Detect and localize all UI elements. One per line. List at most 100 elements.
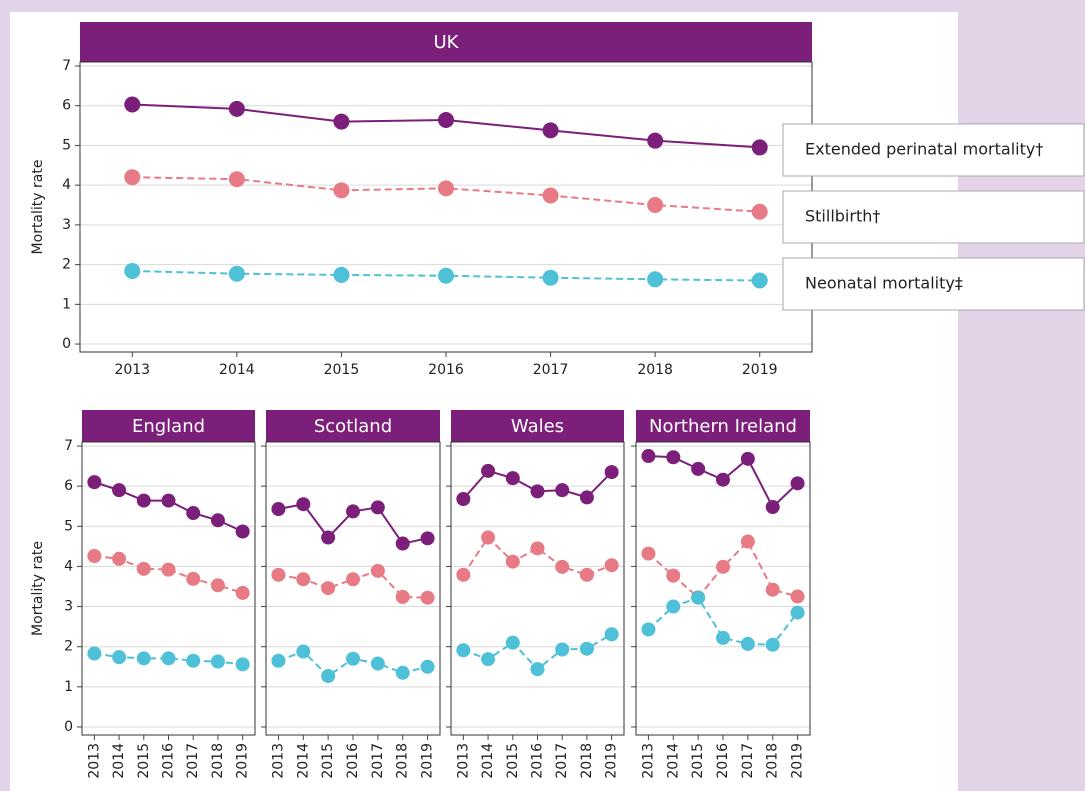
x-tick-label: 2017	[554, 743, 570, 779]
data-point	[346, 651, 360, 666]
data-point	[790, 476, 805, 491]
y-tick-label: 1	[64, 679, 73, 695]
legend-label: Stillbirth†	[805, 207, 880, 226]
data-point	[271, 567, 286, 582]
x-tick-label: 2014	[480, 743, 496, 779]
data-point	[542, 269, 559, 286]
panel-title: Wales	[511, 416, 564, 437]
panel-header	[80, 22, 812, 62]
data-point	[370, 656, 385, 671]
x-tick-label: 2019	[742, 362, 778, 378]
data-point	[112, 551, 127, 566]
data-point	[641, 622, 656, 637]
data-point	[666, 450, 681, 465]
data-point	[296, 572, 311, 587]
data-point	[666, 568, 681, 583]
data-point	[321, 668, 336, 683]
y-tick-label: 2	[62, 257, 71, 273]
data-point	[647, 271, 664, 288]
data-point	[505, 554, 520, 569]
data-point	[395, 589, 410, 604]
y-tick-label: 5	[64, 518, 73, 534]
data-point	[228, 265, 245, 282]
data-point	[438, 112, 454, 128]
x-tick-label: 2016	[161, 743, 177, 779]
x-tick-label: 2014	[219, 362, 255, 378]
data-point	[186, 653, 201, 668]
x-tick-label: 2018	[765, 743, 781, 779]
data-point	[210, 578, 225, 593]
x-tick-label: 2013	[86, 743, 102, 779]
data-point	[161, 493, 176, 508]
data-point	[333, 113, 350, 130]
data-point	[530, 541, 545, 556]
data-point	[481, 530, 496, 545]
data-point	[740, 451, 755, 466]
panel-header	[636, 410, 810, 442]
data-point	[420, 590, 435, 605]
y-tick-label: 5	[62, 137, 71, 153]
data-point	[235, 585, 250, 600]
y-tick-label: 0	[62, 336, 71, 352]
data-point	[505, 471, 520, 486]
data-point	[666, 599, 681, 614]
data-point	[751, 203, 768, 220]
data-point	[438, 267, 454, 284]
data-point	[456, 567, 471, 582]
data-point	[420, 659, 435, 674]
x-tick-label: 2018	[210, 743, 226, 779]
x-tick-label: 2015	[136, 743, 152, 779]
data-point	[751, 139, 768, 156]
data-point	[124, 262, 141, 279]
data-point	[542, 122, 559, 139]
data-point	[210, 654, 225, 669]
data-point	[716, 630, 730, 645]
data-point	[228, 171, 245, 188]
x-tick-label: 2016	[530, 743, 546, 779]
x-tick-label: 2015	[324, 362, 360, 378]
data-point	[420, 531, 435, 546]
data-point	[481, 652, 496, 667]
data-point	[740, 636, 755, 651]
data-point	[555, 559, 570, 574]
data-point	[235, 657, 250, 672]
data-point	[346, 504, 360, 519]
x-tick-label: 2014	[295, 743, 311, 779]
x-tick-label: 2017	[740, 743, 756, 779]
x-tick-label: 2013	[640, 743, 656, 779]
y-tick-label: 1	[62, 296, 71, 312]
data-point	[641, 546, 656, 561]
y-tick-label: 7	[62, 58, 71, 74]
data-point	[395, 665, 410, 680]
x-tick-label: 2018	[579, 743, 595, 779]
data-point	[579, 490, 594, 505]
y-tick-label: 4	[62, 177, 71, 193]
data-point	[136, 651, 151, 666]
data-point	[530, 484, 545, 499]
data-point	[765, 637, 780, 652]
data-point	[716, 472, 730, 487]
y-axis-label: Mortality rate	[30, 160, 46, 255]
data-point	[740, 534, 755, 549]
y-tick-label: 4	[64, 558, 73, 574]
legend-box	[782, 257, 1085, 311]
data-point	[271, 653, 286, 668]
data-point	[124, 96, 141, 113]
data-point	[555, 642, 570, 657]
data-point	[296, 497, 311, 512]
x-tick-label: 2019	[235, 743, 251, 779]
data-point	[228, 100, 245, 117]
data-point	[505, 635, 520, 650]
data-point	[333, 182, 350, 199]
data-point	[235, 524, 250, 539]
data-point	[456, 491, 471, 506]
panel-title: Scotland	[314, 416, 392, 437]
data-point	[579, 567, 594, 582]
data-point	[481, 463, 496, 478]
data-point	[716, 559, 730, 574]
data-point	[604, 558, 619, 573]
data-point	[395, 536, 410, 551]
data-point	[124, 169, 141, 186]
data-point	[691, 590, 706, 605]
